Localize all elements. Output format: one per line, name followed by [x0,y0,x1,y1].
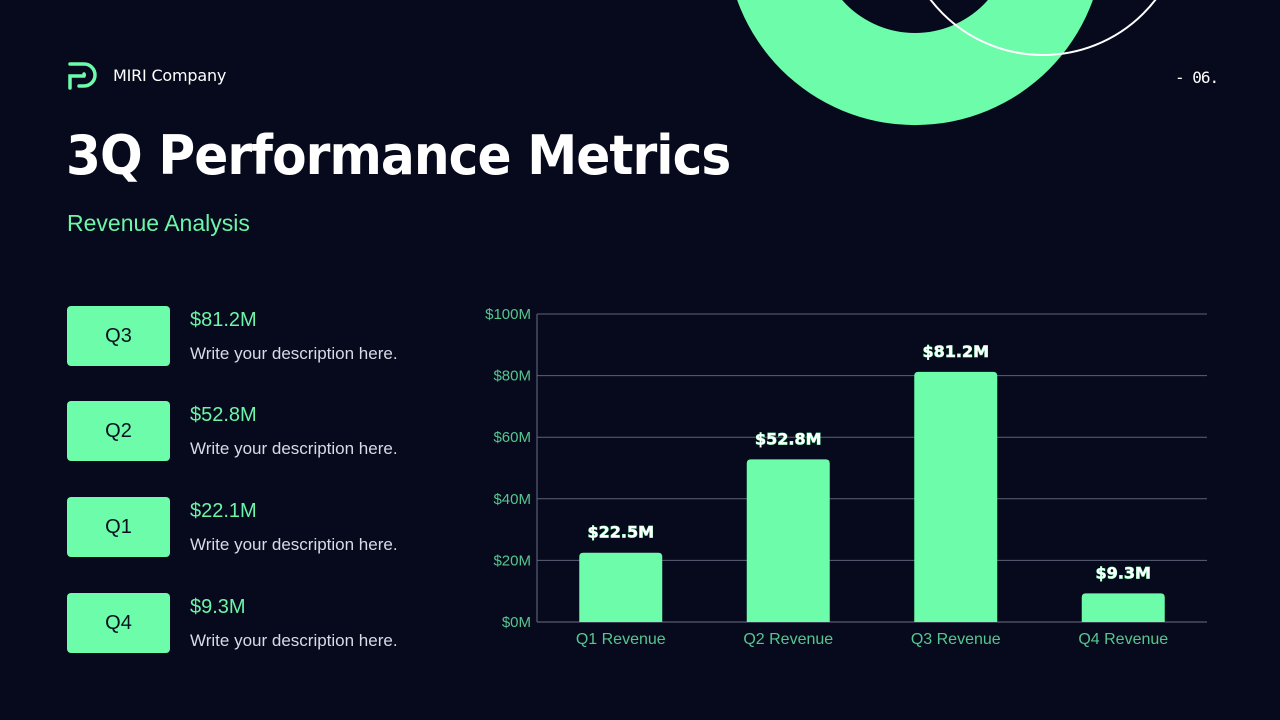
list-item: Q3 $81.2M Write your description here. [67,306,427,366]
revenue-value: $52.8M [190,404,257,426]
y-tick-label: $40M [493,491,531,508]
bar [579,552,663,622]
list-item: Q4 $9.3M Write your description here. [67,593,427,653]
company-name: MIRI Company [113,66,227,85]
bar-value-label: $9.3M [1096,563,1151,582]
x-tick-label: Q3 Revenue [911,631,1001,648]
page-title: 3Q Performance Metrics [66,124,731,187]
list-item: Q1 $22.1M Write your description here. [67,497,427,557]
list-item: Q2 $52.8M Write your description here. [67,401,427,461]
y-tick-label: $100M [485,306,531,323]
item-description: Write your description here. [190,344,398,363]
revenue-value: $9.3M [190,596,246,618]
y-tick-label: $20M [493,552,531,569]
quarter-badge: Q4 [67,593,170,653]
x-tick-label: Q4 Revenue [1078,631,1168,648]
quarter-badge: Q1 [67,497,170,557]
item-description: Write your description here. [190,439,398,458]
company-logo-icon [68,62,97,90]
bar-value-label: $22.5M [587,523,654,542]
bar-value-label: $52.8M [755,429,822,448]
bar [914,371,998,622]
y-tick-label: $80M [493,368,531,385]
bar [746,459,830,622]
green-ring-shape [737,0,1093,125]
page-subtitle: Revenue Analysis [67,210,250,236]
bar-value-label: $81.2M [922,342,989,361]
white-outline-circle [929,0,1157,56]
item-description: Write your description here. [190,535,398,554]
y-tick-label: $0M [502,614,531,631]
quarter-badge: Q2 [67,401,170,461]
y-tick-label: $60M [493,429,531,446]
quarter-badge: Q3 [67,306,170,366]
revenue-value: $81.2M [190,309,257,331]
page-number: - 06. [1175,68,1219,87]
x-tick-label: Q1 Revenue [576,631,666,648]
bar [1081,593,1165,622]
x-tick-label: Q2 Revenue [743,631,833,648]
revenue-value: $22.1M [190,500,257,522]
item-description: Write your description here. [190,631,398,650]
